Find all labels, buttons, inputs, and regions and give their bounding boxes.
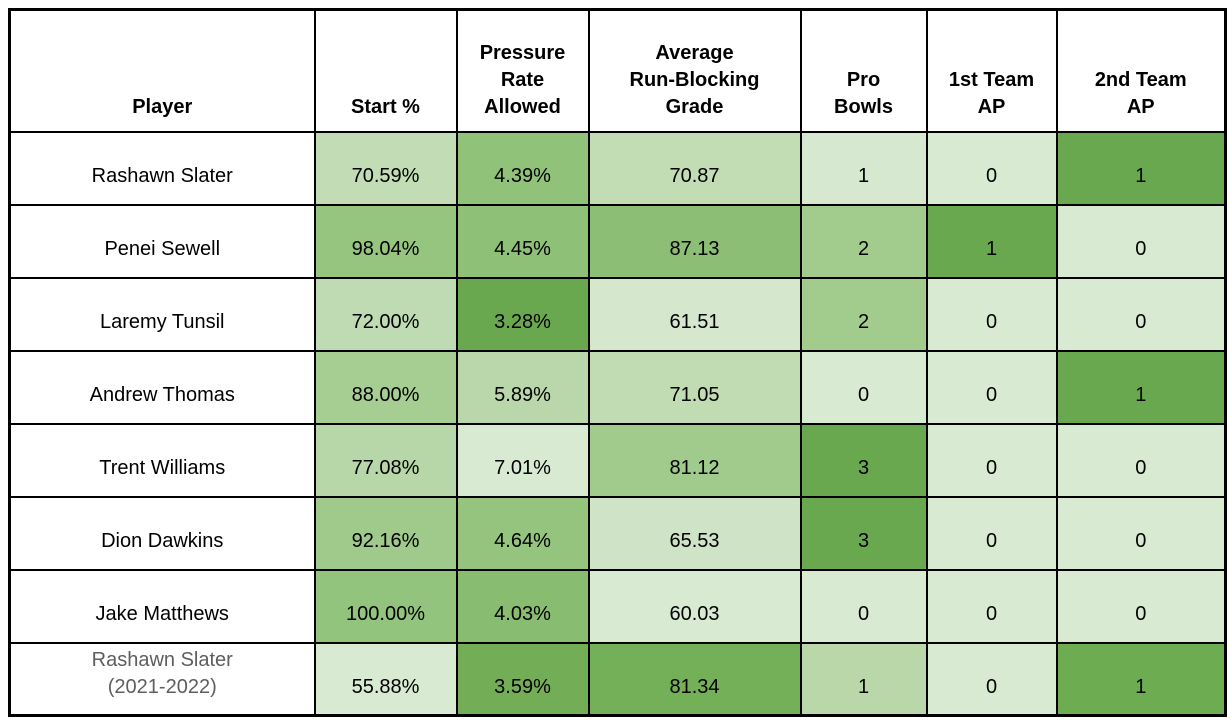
- stat-cell-first_team_ap: 0: [925, 130, 1058, 206]
- stat-cell-pressure_rate_allowed: 3.59%: [455, 641, 590, 717]
- player-name-cell: Trent Williams: [8, 422, 316, 498]
- stat-cell-avg_run_blocking_grade: 87.13: [587, 203, 802, 279]
- column-header-pressure_rate_allowed: Pressure Rate Allowed: [455, 8, 590, 133]
- stat-cell-first_team_ap: 0: [925, 641, 1058, 717]
- player-name-cell: Jake Matthews: [8, 568, 316, 644]
- stat-cell-pressure_rate_allowed: 4.03%: [455, 568, 590, 644]
- column-header-start_pct: Start %: [313, 8, 458, 133]
- stat-cell-start_pct: 100.00%: [313, 568, 458, 644]
- table-row: Trent Williams 77.08% 7.01% 81.12 3 0 0: [8, 422, 1227, 498]
- stat-cell-first_team_ap: 0: [925, 276, 1058, 352]
- player-name-cell: Rashawn Slater (2021-2022): [8, 641, 316, 717]
- stat-cell-first_team_ap: 0: [925, 349, 1058, 425]
- stat-cell-avg_run_blocking_grade: 60.03: [587, 568, 802, 644]
- player-name-cell: Dion Dawkins: [8, 495, 316, 571]
- stat-cell-avg_run_blocking_grade: 71.05: [587, 349, 802, 425]
- stat-cell-first_team_ap: 0: [925, 568, 1058, 644]
- stat-cell-pressure_rate_allowed: 5.89%: [455, 349, 590, 425]
- stat-cell-second_team_ap: 0: [1055, 276, 1227, 352]
- table-row: Penei Sewell 98.04% 4.45% 87.13 2 1 0: [8, 203, 1227, 279]
- table-row: Rashawn Slater 70.59% 4.39% 70.87 1 0 1: [8, 130, 1227, 206]
- stat-cell-avg_run_blocking_grade: 81.12: [587, 422, 802, 498]
- table-row: Jake Matthews 100.00% 4.03% 60.03 0 0 0: [8, 568, 1227, 644]
- stat-cell-start_pct: 88.00%: [313, 349, 458, 425]
- column-header-pro_bowls: Pro Bowls: [799, 8, 928, 133]
- stat-cell-second_team_ap: 1: [1055, 641, 1227, 717]
- player-name-cell: Andrew Thomas: [8, 349, 316, 425]
- stat-cell-second_team_ap: 0: [1055, 203, 1227, 279]
- stat-cell-start_pct: 70.59%: [313, 130, 458, 206]
- stat-cell-start_pct: 77.08%: [313, 422, 458, 498]
- player-stats-table: Player Start % Pressure Rate Allowed Averag…: [8, 8, 1227, 717]
- stat-cell-pro_bowls: 2: [799, 276, 928, 352]
- player-name-cell: Rashawn Slater: [8, 130, 316, 206]
- stat-cell-first_team_ap: 1: [925, 203, 1058, 279]
- column-header-first_team_ap: 1st Team AP: [925, 8, 1058, 133]
- stat-cell-first_team_ap: 0: [925, 422, 1058, 498]
- stat-cell-second_team_ap: 1: [1055, 349, 1227, 425]
- stat-cell-second_team_ap: 0: [1055, 495, 1227, 571]
- stat-cell-pro_bowls: 3: [799, 495, 928, 571]
- stat-cell-pressure_rate_allowed: 4.45%: [455, 203, 590, 279]
- stat-cell-start_pct: 92.16%: [313, 495, 458, 571]
- stat-cell-second_team_ap: 0: [1055, 568, 1227, 644]
- column-header-avg_run_blocking_grade: Average Run-Blocking Grade: [587, 8, 802, 133]
- stat-cell-second_team_ap: 0: [1055, 422, 1227, 498]
- column-header-player: Player: [8, 8, 316, 133]
- stat-cell-pressure_rate_allowed: 3.28%: [455, 276, 590, 352]
- stat-cell-pro_bowls: 1: [799, 641, 928, 717]
- stat-cell-pressure_rate_allowed: 4.39%: [455, 130, 590, 206]
- stat-cell-pro_bowls: 0: [799, 349, 928, 425]
- stat-cell-start_pct: 72.00%: [313, 276, 458, 352]
- table-row: Andrew Thomas 88.00% 5.89% 71.05 0 0 1: [8, 349, 1227, 425]
- stat-cell-start_pct: 55.88%: [313, 641, 458, 717]
- stat-cell-pro_bowls: 1: [799, 130, 928, 206]
- table-row: Rashawn Slater (2021-2022) 55.88% 3.59% 81.…: [8, 641, 1227, 717]
- stat-cell-first_team_ap: 0: [925, 495, 1058, 571]
- stat-cell-avg_run_blocking_grade: 70.87: [587, 130, 802, 206]
- stat-cell-pro_bowls: 2: [799, 203, 928, 279]
- stat-cell-avg_run_blocking_grade: 81.34: [587, 641, 802, 717]
- stat-cell-pressure_rate_allowed: 7.01%: [455, 422, 590, 498]
- stat-cell-avg_run_blocking_grade: 65.53: [587, 495, 802, 571]
- stat-cell-pro_bowls: 0: [799, 568, 928, 644]
- stat-cell-avg_run_blocking_grade: 61.51: [587, 276, 802, 352]
- table-row: Laremy Tunsil 72.00% 3.28% 61.51 2 0 0: [8, 276, 1227, 352]
- stat-cell-start_pct: 98.04%: [313, 203, 458, 279]
- stat-cell-pro_bowls: 3: [799, 422, 928, 498]
- column-header-second_team_ap: 2nd Team AP: [1055, 8, 1227, 133]
- header-row: Player Start % Pressure Rate Allowed Averag…: [8, 8, 1227, 133]
- stat-cell-second_team_ap: 1: [1055, 130, 1227, 206]
- player-name-cell: Penei Sewell: [8, 203, 316, 279]
- stat-cell-pressure_rate_allowed: 4.64%: [455, 495, 590, 571]
- table-row: Dion Dawkins 92.16% 4.64% 65.53 3 0 0: [8, 495, 1227, 571]
- player-name-cell: Laremy Tunsil: [8, 276, 316, 352]
